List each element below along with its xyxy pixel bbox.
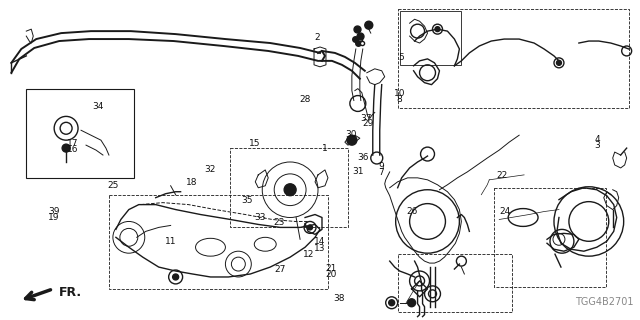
Text: 1: 1 [322,144,328,153]
Text: 36: 36 [358,153,369,162]
Text: 34: 34 [93,101,104,111]
Text: 32: 32 [205,165,216,174]
Circle shape [284,184,296,196]
Text: 22: 22 [496,171,508,180]
Text: 27: 27 [275,265,286,274]
Text: 17: 17 [67,139,79,148]
Text: 7: 7 [378,168,384,177]
Bar [399,11,461,65]
Text: 10: 10 [394,89,405,98]
Text: 2: 2 [314,33,319,42]
Bar [397,9,628,108]
Bar [494,188,605,287]
Circle shape [308,225,312,230]
Text: 28: 28 [299,95,310,104]
Text: FR.: FR. [59,286,83,299]
Text: 19: 19 [48,213,60,222]
Text: 18: 18 [186,178,198,187]
Text: 29: 29 [362,119,374,128]
Text: 11: 11 [164,237,176,246]
Text: 35: 35 [241,196,252,205]
Circle shape [173,274,179,280]
Text: 37: 37 [360,114,372,123]
Text: 15: 15 [248,139,260,148]
Text: 4: 4 [595,135,600,144]
Bar [109,195,328,289]
Text: 25: 25 [108,181,119,190]
Text: 12: 12 [303,250,314,259]
Text: 21: 21 [326,264,337,273]
Circle shape [347,135,357,145]
Circle shape [62,144,70,152]
Text: 3: 3 [595,141,600,150]
Circle shape [408,299,415,307]
Text: 38: 38 [333,294,345,303]
Text: 30: 30 [345,130,356,139]
Text: 5: 5 [399,53,404,62]
Circle shape [365,21,372,29]
Text: 9: 9 [378,162,384,171]
Text: 31: 31 [353,167,364,176]
Text: 13: 13 [314,244,326,253]
Text: 39: 39 [48,207,60,216]
Circle shape [435,27,440,32]
Text: 14: 14 [314,237,326,246]
Text: 8: 8 [397,95,403,104]
Text: 33: 33 [254,212,266,222]
Text: 16: 16 [67,145,79,154]
Bar [230,148,348,228]
Text: 23: 23 [273,218,284,227]
Text: 26: 26 [406,207,418,216]
Circle shape [388,300,395,306]
Text: 24: 24 [499,207,511,216]
Bar [397,254,512,312]
Bar [26,89,134,178]
Text: TGG4B2701: TGG4B2701 [575,297,634,307]
Text: 20: 20 [326,270,337,279]
Circle shape [556,60,561,65]
